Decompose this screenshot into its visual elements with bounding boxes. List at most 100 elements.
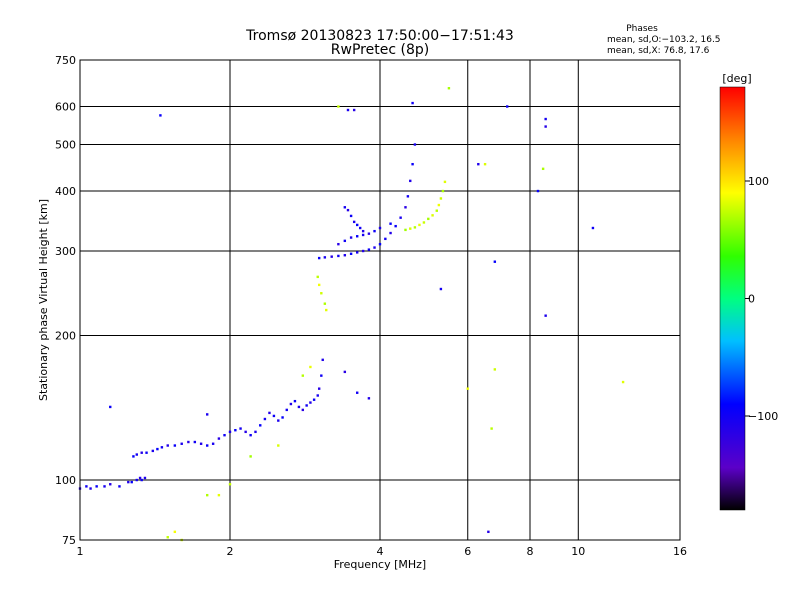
y-tick-label: 500 [55, 139, 76, 152]
data-point-o [249, 433, 252, 437]
data-point-x [277, 444, 280, 447]
data-point-o [373, 246, 376, 249]
data-point-o [297, 405, 301, 409]
y-tick-label: 200 [55, 330, 76, 343]
data-point-o [358, 226, 362, 230]
data-point-o [389, 222, 392, 225]
data-point-x [493, 368, 497, 371]
data-point-x [541, 167, 545, 171]
data-point-o [89, 487, 92, 490]
data-point-o [140, 478, 143, 482]
data-point-o [103, 485, 106, 488]
data-point-x [621, 380, 625, 384]
data-point-o [173, 444, 177, 447]
data-point-x [413, 226, 417, 229]
data-point-o [156, 447, 159, 451]
data-point-o [254, 430, 257, 434]
data-point-o [293, 399, 297, 403]
data-point-o [140, 451, 143, 454]
data-point-x [325, 308, 328, 312]
x-tick-label: 1 [77, 545, 84, 558]
x-tick-label: 6 [464, 545, 471, 558]
data-point-o [277, 419, 280, 422]
data-point-o [536, 189, 540, 193]
data-point-o [187, 440, 190, 444]
data-point-x [490, 427, 493, 430]
data-point-o [321, 358, 324, 362]
data-point-o [343, 370, 347, 374]
x-tick-label: 16 [673, 545, 687, 558]
data-point-o [234, 429, 237, 432]
data-point-o [544, 314, 547, 317]
data-point-x [466, 387, 469, 390]
grid-lines [80, 60, 680, 540]
data-point-x [323, 302, 327, 305]
data-point-o [132, 455, 135, 458]
colorbar-label: [deg] [722, 72, 751, 85]
data-point-x [166, 536, 169, 539]
y-tick-label: 750 [55, 54, 76, 67]
tick-labels: 1 2 4 6 8 10 16 75 100 200 300 400 500 600 750 [55, 54, 687, 558]
data-point-o [205, 444, 209, 447]
data-point-x [422, 221, 426, 224]
data-point-o [259, 424, 262, 427]
data-point-o [355, 235, 359, 238]
data-point-x [317, 283, 321, 287]
data-point-o [217, 437, 221, 440]
data-point-o [378, 242, 382, 246]
data-point-o [95, 485, 98, 488]
data-point-o [268, 411, 271, 415]
data-point-o [343, 254, 347, 257]
data-point-o [244, 430, 247, 434]
x-axis-label: Frequency [MHz] [334, 558, 426, 571]
data-point-o [367, 397, 371, 400]
data-point-o [330, 255, 333, 258]
data-point-o [193, 440, 197, 444]
data-point-o [409, 179, 412, 183]
data-point-x [337, 105, 340, 108]
colorbar-tick-label: 100 [748, 175, 769, 188]
x-tick-label: 8 [527, 545, 534, 558]
data-point-o [305, 404, 308, 407]
y-tick-label: 100 [55, 474, 76, 487]
data-point-o [118, 485, 121, 488]
data-point-o [272, 414, 276, 418]
data-point-o [505, 105, 509, 108]
data-point-x [309, 365, 312, 369]
data-point-x [418, 223, 421, 227]
stats-heading: Phases [626, 24, 658, 34]
data-point-x [431, 214, 434, 217]
data-point-o [285, 408, 288, 412]
data-point-o [493, 260, 497, 263]
data-point-o [349, 214, 353, 218]
data-point-o [544, 125, 547, 128]
data-points [78, 87, 625, 542]
data-point-o [361, 249, 365, 253]
chart-subtitle: RwPretec (8p) [331, 42, 429, 58]
y-tick-label: 75 [62, 534, 76, 547]
data-point-x [217, 493, 221, 497]
data-point-x [443, 180, 447, 184]
x-tick-label: 10 [571, 545, 585, 558]
y-tick-label: 300 [55, 245, 76, 258]
data-point-o [361, 229, 365, 233]
data-point-x [301, 374, 305, 377]
data-point-x [320, 292, 323, 295]
data-point-o [389, 231, 392, 235]
data-point-x [228, 483, 232, 486]
data-point-o [352, 220, 356, 224]
data-point-o [355, 251, 359, 254]
data-point-x [249, 455, 252, 458]
data-point-o [355, 223, 359, 227]
data-point-o [199, 442, 203, 445]
data-point-o [301, 408, 305, 412]
data-point-o [159, 114, 162, 117]
data-point-o [239, 427, 242, 430]
data-point-x [439, 197, 443, 200]
data-point-o [317, 256, 321, 260]
data-point-o [411, 101, 414, 105]
data-point-o [406, 195, 410, 198]
colorbar-tick-label: −100 [748, 410, 778, 423]
data-point-o [317, 387, 321, 390]
